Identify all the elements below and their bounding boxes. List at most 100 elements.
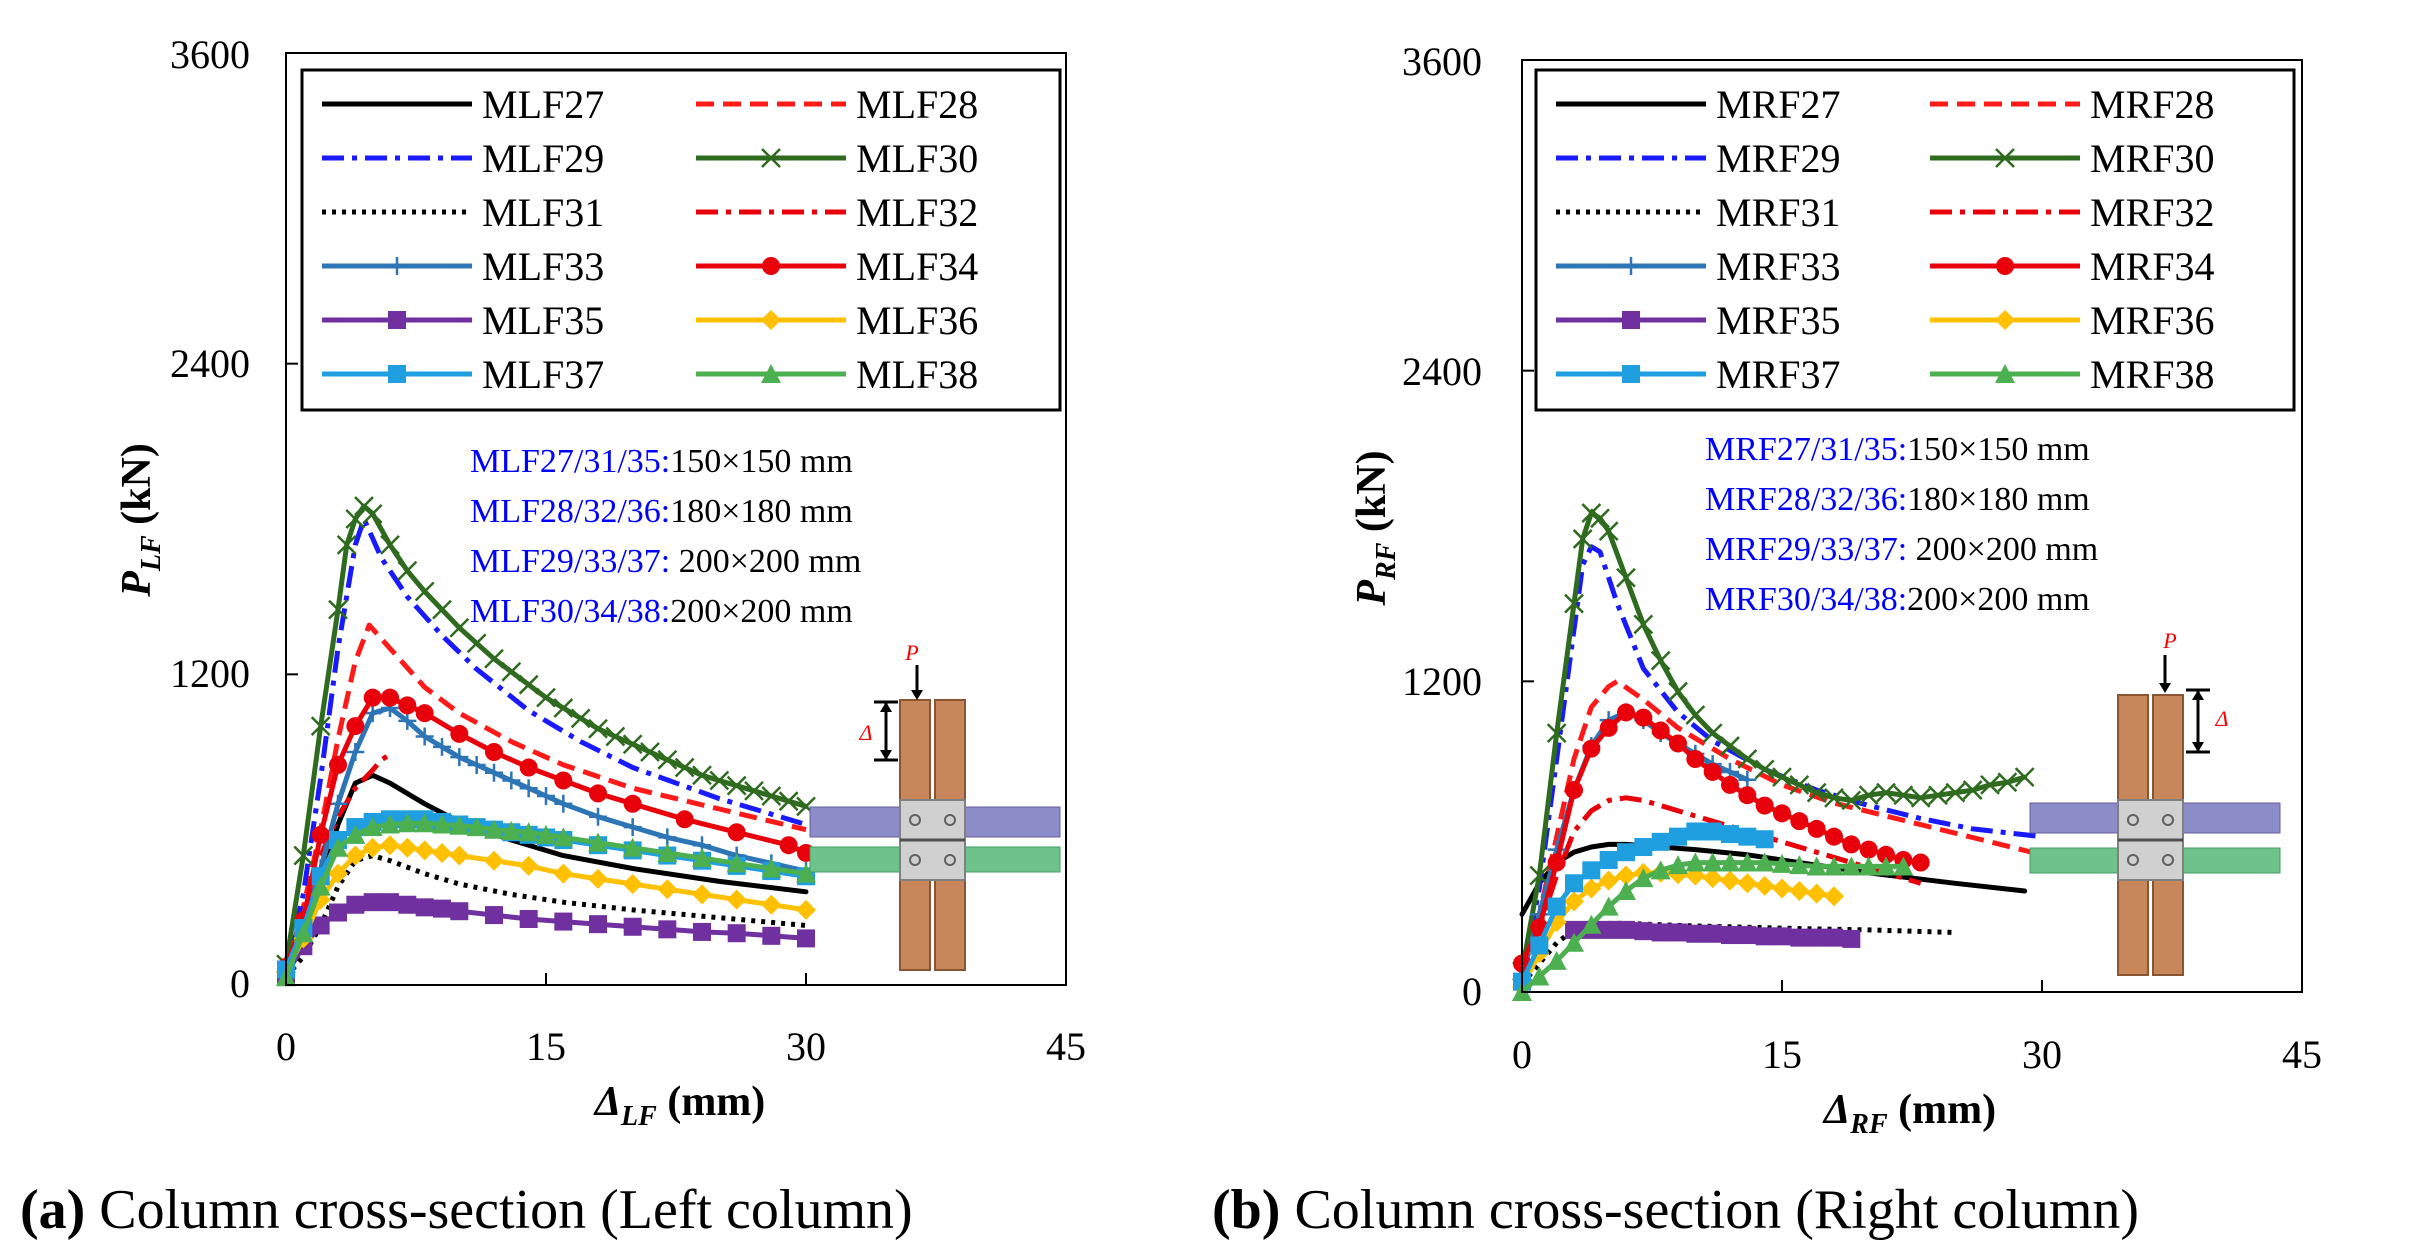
marker-diamond	[761, 894, 782, 915]
marker-x	[1876, 782, 1896, 803]
marker-circle	[1703, 762, 1722, 781]
marker-circle	[779, 836, 798, 855]
legend-label: MRF28	[2090, 82, 2215, 127]
marker-triangle	[761, 364, 781, 383]
marker-diamond	[692, 884, 712, 905]
legend-label: MLF28	[856, 82, 978, 127]
marker-square	[1686, 822, 1705, 841]
marker-square	[346, 895, 365, 914]
x-axis-unit: (mm)	[657, 1079, 765, 1125]
marker-x	[778, 791, 799, 812]
marker-diamond	[657, 879, 678, 900]
marker-circle	[1651, 721, 1670, 740]
series-mlf29	[283, 516, 807, 971]
marker-x	[380, 535, 400, 555]
marker-circle	[519, 758, 538, 777]
marker-circle	[346, 717, 365, 736]
marker-x	[466, 633, 487, 654]
marker-square	[1565, 920, 1583, 939]
marker-diamond	[796, 899, 816, 920]
y-tick-2400: 2400	[170, 341, 250, 386]
specimen-inset-b: P Δ	[2029, 628, 2281, 976]
marker-triangle	[1650, 860, 1671, 880]
annotation-label: MLF30/34/38:	[470, 593, 670, 630]
legend-entry-mlf33: MLF33	[322, 244, 604, 289]
marker-square	[1721, 926, 1739, 945]
annotation-4: MLF30/34/38:200×200 mm	[470, 593, 853, 630]
marker-diamond	[1581, 878, 1602, 899]
marker-triangle	[466, 817, 487, 837]
marker-x	[1772, 767, 1792, 788]
y-tick-3600: 3600	[170, 32, 250, 77]
marker-square	[1582, 861, 1601, 880]
marker-plus	[398, 711, 417, 730]
marker-square	[450, 902, 469, 921]
marker-triangle	[1581, 914, 1602, 934]
load-arrowhead	[911, 690, 923, 700]
y-axis-subscript: RF	[1371, 542, 1402, 581]
marker-circle	[485, 743, 503, 761]
marker-triangle	[1772, 853, 1792, 873]
marker-circle	[762, 257, 780, 275]
marker-x	[674, 757, 695, 778]
marker-triangle	[449, 815, 470, 835]
marker-plus	[554, 794, 573, 813]
legend-entry-mrf31: MRF31	[1556, 190, 1841, 235]
marker-triangle	[1702, 852, 1723, 872]
annotation-size: 150×150 mm	[1907, 431, 2090, 468]
disp-arrowhead-up	[2192, 690, 2204, 700]
annotation-4: MRF30/34/38:200×200 mm	[1705, 581, 2090, 618]
marker-square	[1738, 926, 1757, 945]
marker-triangle	[1841, 856, 1862, 876]
marker-diamond	[1616, 865, 1636, 886]
marker-triangle	[501, 820, 522, 840]
legend-entry-mlf31: MLF31	[322, 190, 604, 235]
marker-triangle	[1546, 950, 1567, 970]
legend-entry-mrf28: MRF28	[1930, 82, 2215, 127]
marker-diamond	[1737, 873, 1758, 894]
legend-entry-mlf29: MLF29	[322, 136, 604, 181]
marker-circle	[1996, 257, 2014, 275]
annotation-3: MLF29/33/37: 200×200 mm	[470, 543, 861, 580]
marker-x	[1754, 759, 1775, 780]
annotation-3: MRF29/33/37: 200×200 mm	[1705, 531, 2098, 568]
bolt	[909, 854, 921, 866]
caption-b: (b) Column cross-section (Right column)	[1212, 1179, 2139, 1241]
marker-triangle	[1564, 932, 1584, 952]
legend-entry-mrf34: MRF34	[1930, 244, 2215, 289]
legend-entry-mlf37: MLF37	[322, 352, 604, 397]
marker-circle	[554, 771, 573, 790]
size-annotations-a: MLF27/31/35:150×150 mm MLF28/32/36:180×1…	[470, 443, 861, 630]
plot-frame-a	[285, 52, 1067, 986]
marker-square	[381, 893, 399, 912]
series-mrf37	[1513, 822, 1774, 991]
legend-label: MRF34	[2090, 244, 2215, 289]
marker-square	[1599, 850, 1618, 869]
marker-square	[1634, 838, 1653, 857]
series-mrf31	[1520, 920, 1956, 986]
marker-square	[554, 912, 573, 931]
annotation-size: 180×180 mm	[670, 493, 853, 530]
marker-circle	[363, 688, 382, 707]
marker-triangle	[1995, 364, 2015, 383]
legend-a: MLF27 MLF28 MLF29 MLF30 MLF31 MLF32 MLF33 MLF34…	[300, 68, 1062, 412]
marker-square	[589, 915, 607, 934]
marker-diamond	[1598, 870, 1619, 891]
legend-entry-mrf30: MRF30	[1930, 136, 2215, 181]
marker-square	[1842, 929, 1861, 948]
series-mrf34	[1513, 703, 1930, 973]
marker-triangle	[1858, 856, 1879, 876]
marker-diamond	[761, 310, 781, 330]
legend-entry-mrf27: MRF27	[1556, 82, 1841, 127]
plot-area-a	[276, 496, 816, 987]
marker-triangle	[796, 863, 816, 883]
marker-diamond	[1806, 883, 1827, 904]
x-tick-45: 45	[2282, 1032, 2322, 1077]
marker-square	[693, 922, 711, 941]
marker-triangle	[362, 817, 383, 837]
legend-box	[300, 68, 1062, 412]
x-axis-symbol: Δ	[593, 1079, 621, 1125]
marker-plus	[433, 737, 451, 756]
bolt	[2127, 854, 2139, 866]
annotation-label: MRF29/33/37:	[1705, 531, 1907, 568]
